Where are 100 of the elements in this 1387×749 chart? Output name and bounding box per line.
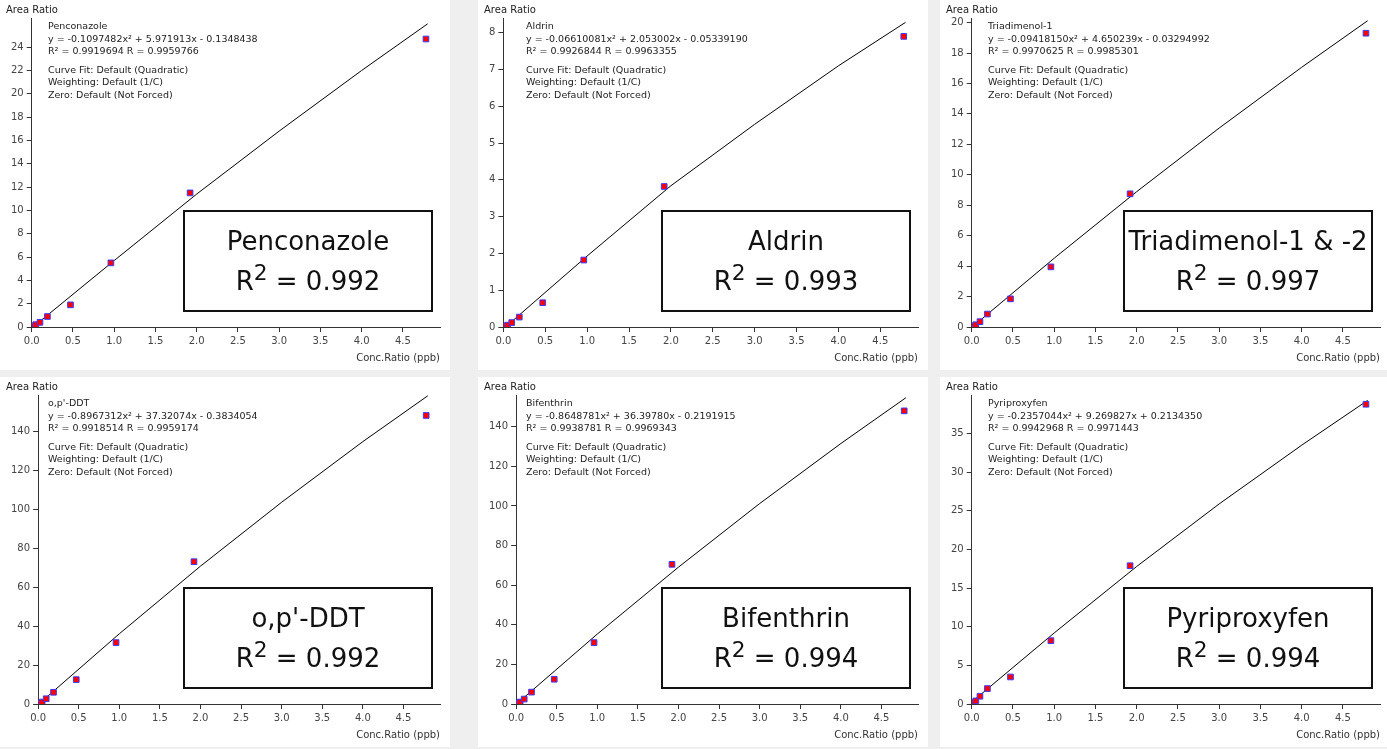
x-tick-label: 4.0 bbox=[832, 711, 849, 723]
y-tick-label: 10 bbox=[10, 203, 24, 215]
y-tick-label: 20 bbox=[950, 543, 964, 555]
chart-title: Bifenthrin bbox=[526, 397, 574, 410]
x-tick-label: 3.5 bbox=[1252, 711, 1269, 723]
y-tick-label: 60 bbox=[495, 578, 509, 590]
annotation: R² = 0.9938781 R = 0.9969343 bbox=[526, 422, 678, 435]
annotation: y = -0.06610081x² + 2.053002x - 0.05339190 bbox=[526, 32, 748, 45]
y-tick-label: 18 bbox=[10, 110, 24, 122]
y-tick-label: 100 bbox=[488, 499, 509, 511]
y-tick-label: 0 bbox=[957, 697, 964, 709]
annotation: R² = 0.9926844 R = 0.9963355 bbox=[526, 45, 678, 58]
y-tick-label: 14 bbox=[10, 157, 24, 169]
y-tick-label: 10 bbox=[950, 620, 964, 632]
point bbox=[67, 301, 74, 309]
y-tick-label: 100 bbox=[10, 502, 31, 514]
annotation: Curve Fit: Default (Quadratic) bbox=[526, 440, 668, 453]
annotation: y = -0.09418150x² + 4.650239x - 0.03294992 bbox=[988, 32, 1210, 45]
label-box: Bifenthrin R$^{2}$ = 0.994 bbox=[661, 587, 911, 689]
y-tick-label: 12 bbox=[950, 137, 964, 149]
x-tick-label: 2.0 bbox=[192, 711, 209, 723]
y-tick-label: 16 bbox=[10, 134, 24, 146]
annotation: R$^{2}$ = 0.992 bbox=[235, 259, 381, 297]
y-tick-label: 20 bbox=[950, 16, 964, 28]
x-tick-label: 0.5 bbox=[70, 711, 87, 723]
y-tick-label: 3 bbox=[488, 210, 496, 222]
chart-title: Triadimenol-1 bbox=[988, 20, 1054, 33]
y-axis-title: Area Ratio bbox=[484, 4, 536, 15]
annotation: Weighting: Default (1/C) bbox=[526, 453, 643, 466]
annotation: R$^{2}$ = 0.994 bbox=[1175, 636, 1321, 674]
x-tick-label: 0.0 bbox=[30, 711, 47, 723]
annotation: Curve Fit: Default (Quadratic) bbox=[526, 63, 668, 76]
x-axis-title: Conc.Ratio (ppb) bbox=[356, 728, 441, 740]
point bbox=[1126, 562, 1134, 570]
x-tick-label: 0.5 bbox=[1005, 711, 1021, 723]
x-tick-label: 4.5 bbox=[873, 711, 890, 723]
x-tick-label: 4.0 bbox=[1293, 334, 1310, 346]
y-tick-label: 20 bbox=[495, 657, 509, 669]
point bbox=[660, 183, 668, 190]
point bbox=[976, 318, 984, 325]
y-tick-label: 6 bbox=[17, 250, 24, 262]
x-tick-label: 3.5 bbox=[314, 711, 331, 723]
x-tick-label: 2.5 bbox=[233, 711, 250, 723]
point bbox=[580, 256, 588, 264]
point bbox=[50, 688, 57, 696]
y-tick-label: 0 bbox=[957, 320, 964, 332]
y-tick-label: 18 bbox=[950, 46, 964, 58]
y-axis-title: Area Ratio bbox=[946, 381, 998, 392]
x-tick-label: 4.5 bbox=[872, 334, 889, 346]
y-tick-label: 0 bbox=[23, 697, 31, 709]
annotation: Aldrin bbox=[748, 225, 824, 258]
x-tick-label: 3.0 bbox=[273, 711, 290, 723]
x-tick-label: 4.5 bbox=[1334, 711, 1351, 723]
point bbox=[508, 319, 516, 326]
x-tick-label: 4.5 bbox=[395, 711, 412, 723]
label-box: Pyriproxyfen R$^{2}$ = 0.994 bbox=[1123, 587, 1373, 689]
annotation: R² = 0.9942968 R = 0.9971443 bbox=[988, 422, 1140, 435]
y-tick-label: 80 bbox=[495, 539, 509, 551]
point bbox=[976, 692, 984, 700]
x-tick-label: 2.5 bbox=[711, 711, 728, 723]
annotation: R² = 0.9919694 R = 0.9959766 bbox=[48, 45, 200, 58]
annotation: Curve Fit: Default (Quadratic) bbox=[48, 440, 190, 453]
point bbox=[1126, 190, 1134, 198]
annotation: Penconazole bbox=[226, 225, 390, 258]
x-tick-label: 2.5 bbox=[229, 334, 246, 346]
y-axis-title: Area Ratio bbox=[946, 4, 998, 15]
y-tick-label: 2 bbox=[488, 247, 496, 259]
y-tick-label: 35 bbox=[950, 427, 964, 439]
x-tick-label: 2.0 bbox=[188, 334, 205, 346]
x-tick-label: 1.0 bbox=[579, 334, 596, 346]
x-tick-label: 3.5 bbox=[312, 334, 329, 346]
point bbox=[900, 407, 908, 415]
x-tick-label: 0.5 bbox=[537, 334, 554, 346]
y-tick-label: 30 bbox=[950, 465, 964, 477]
annotation: Zero: Default (Not Forced) bbox=[988, 88, 1114, 101]
annotation: o,p'-DDT bbox=[251, 602, 365, 635]
x-tick-label: 3.0 bbox=[746, 334, 763, 346]
point bbox=[42, 695, 50, 703]
x-tick-label: 4.0 bbox=[353, 334, 370, 346]
annotation: R$^{2}$ = 0.997 bbox=[1175, 259, 1321, 297]
x-tick-label: 1.0 bbox=[111, 711, 128, 723]
y-tick-label: 22 bbox=[10, 64, 24, 76]
annotation: Curve Fit: Default (Quadratic) bbox=[988, 440, 1130, 453]
y-tick-label: 20 bbox=[17, 658, 31, 670]
x-tick-label: 0.5 bbox=[1005, 334, 1021, 346]
x-tick-label: 4.5 bbox=[394, 334, 411, 346]
y-tick-label: 25 bbox=[950, 504, 964, 516]
x-axis-title: Conc.Ratio (ppb) bbox=[1296, 351, 1381, 363]
point bbox=[1047, 637, 1055, 644]
x-tick-label: 3.0 bbox=[1211, 711, 1228, 723]
chart-title: Pyriproxyfen bbox=[988, 397, 1049, 410]
chart-title: Penconazole bbox=[48, 20, 109, 33]
annotation: Weighting: Default (1/C) bbox=[48, 453, 165, 466]
annotation: Weighting: Default (1/C) bbox=[988, 76, 1105, 89]
point bbox=[528, 688, 535, 696]
y-tick-label: 14 bbox=[950, 107, 964, 119]
x-tick-label: 4.0 bbox=[1293, 711, 1310, 723]
x-tick-label: 4.0 bbox=[830, 334, 847, 346]
point bbox=[1047, 263, 1055, 271]
x-tick-label: 3.0 bbox=[751, 711, 768, 723]
